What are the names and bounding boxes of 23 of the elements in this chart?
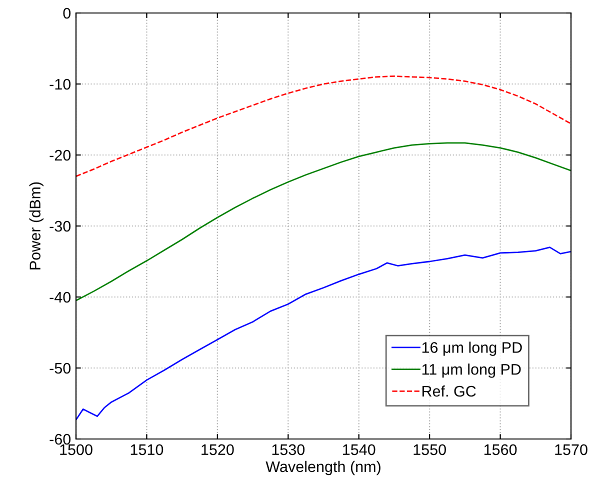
y-tick-label: 0 — [63, 8, 71, 19]
legend-label: 11 μm long PD — [422, 364, 521, 378]
legend-label: Ref. GC — [422, 385, 476, 397]
x-tick-label: 1530 — [272, 444, 305, 456]
x-tick-label: 1550 — [414, 444, 446, 456]
y-tick-label: -20 — [50, 150, 71, 161]
x-tick-label: 1570 — [555, 444, 588, 456]
y-tick-label: -10 — [50, 78, 71, 90]
y-tick-label: -40 — [50, 292, 71, 303]
x-tick-label: 1510 — [130, 444, 164, 456]
legend-label: 16 μm long PD — [422, 342, 522, 356]
x-axis-title: Wavelength (nm) — [266, 460, 380, 476]
line-series — [76, 75, 571, 177]
line-series — [76, 246, 571, 421]
y-tick-label: -50 — [50, 362, 71, 374]
x-tick-label: 1520 — [202, 444, 234, 456]
x-tick-label: 1540 — [343, 444, 376, 456]
x-tick-label: 1560 — [484, 444, 517, 456]
y-axis-title: Power (dBm) — [29, 182, 44, 270]
y-tick-label: -60 — [50, 434, 71, 445]
line-series — [76, 142, 571, 302]
x-tick-label: 1500 — [60, 444, 92, 456]
y-tick-label: -30 — [50, 220, 71, 232]
